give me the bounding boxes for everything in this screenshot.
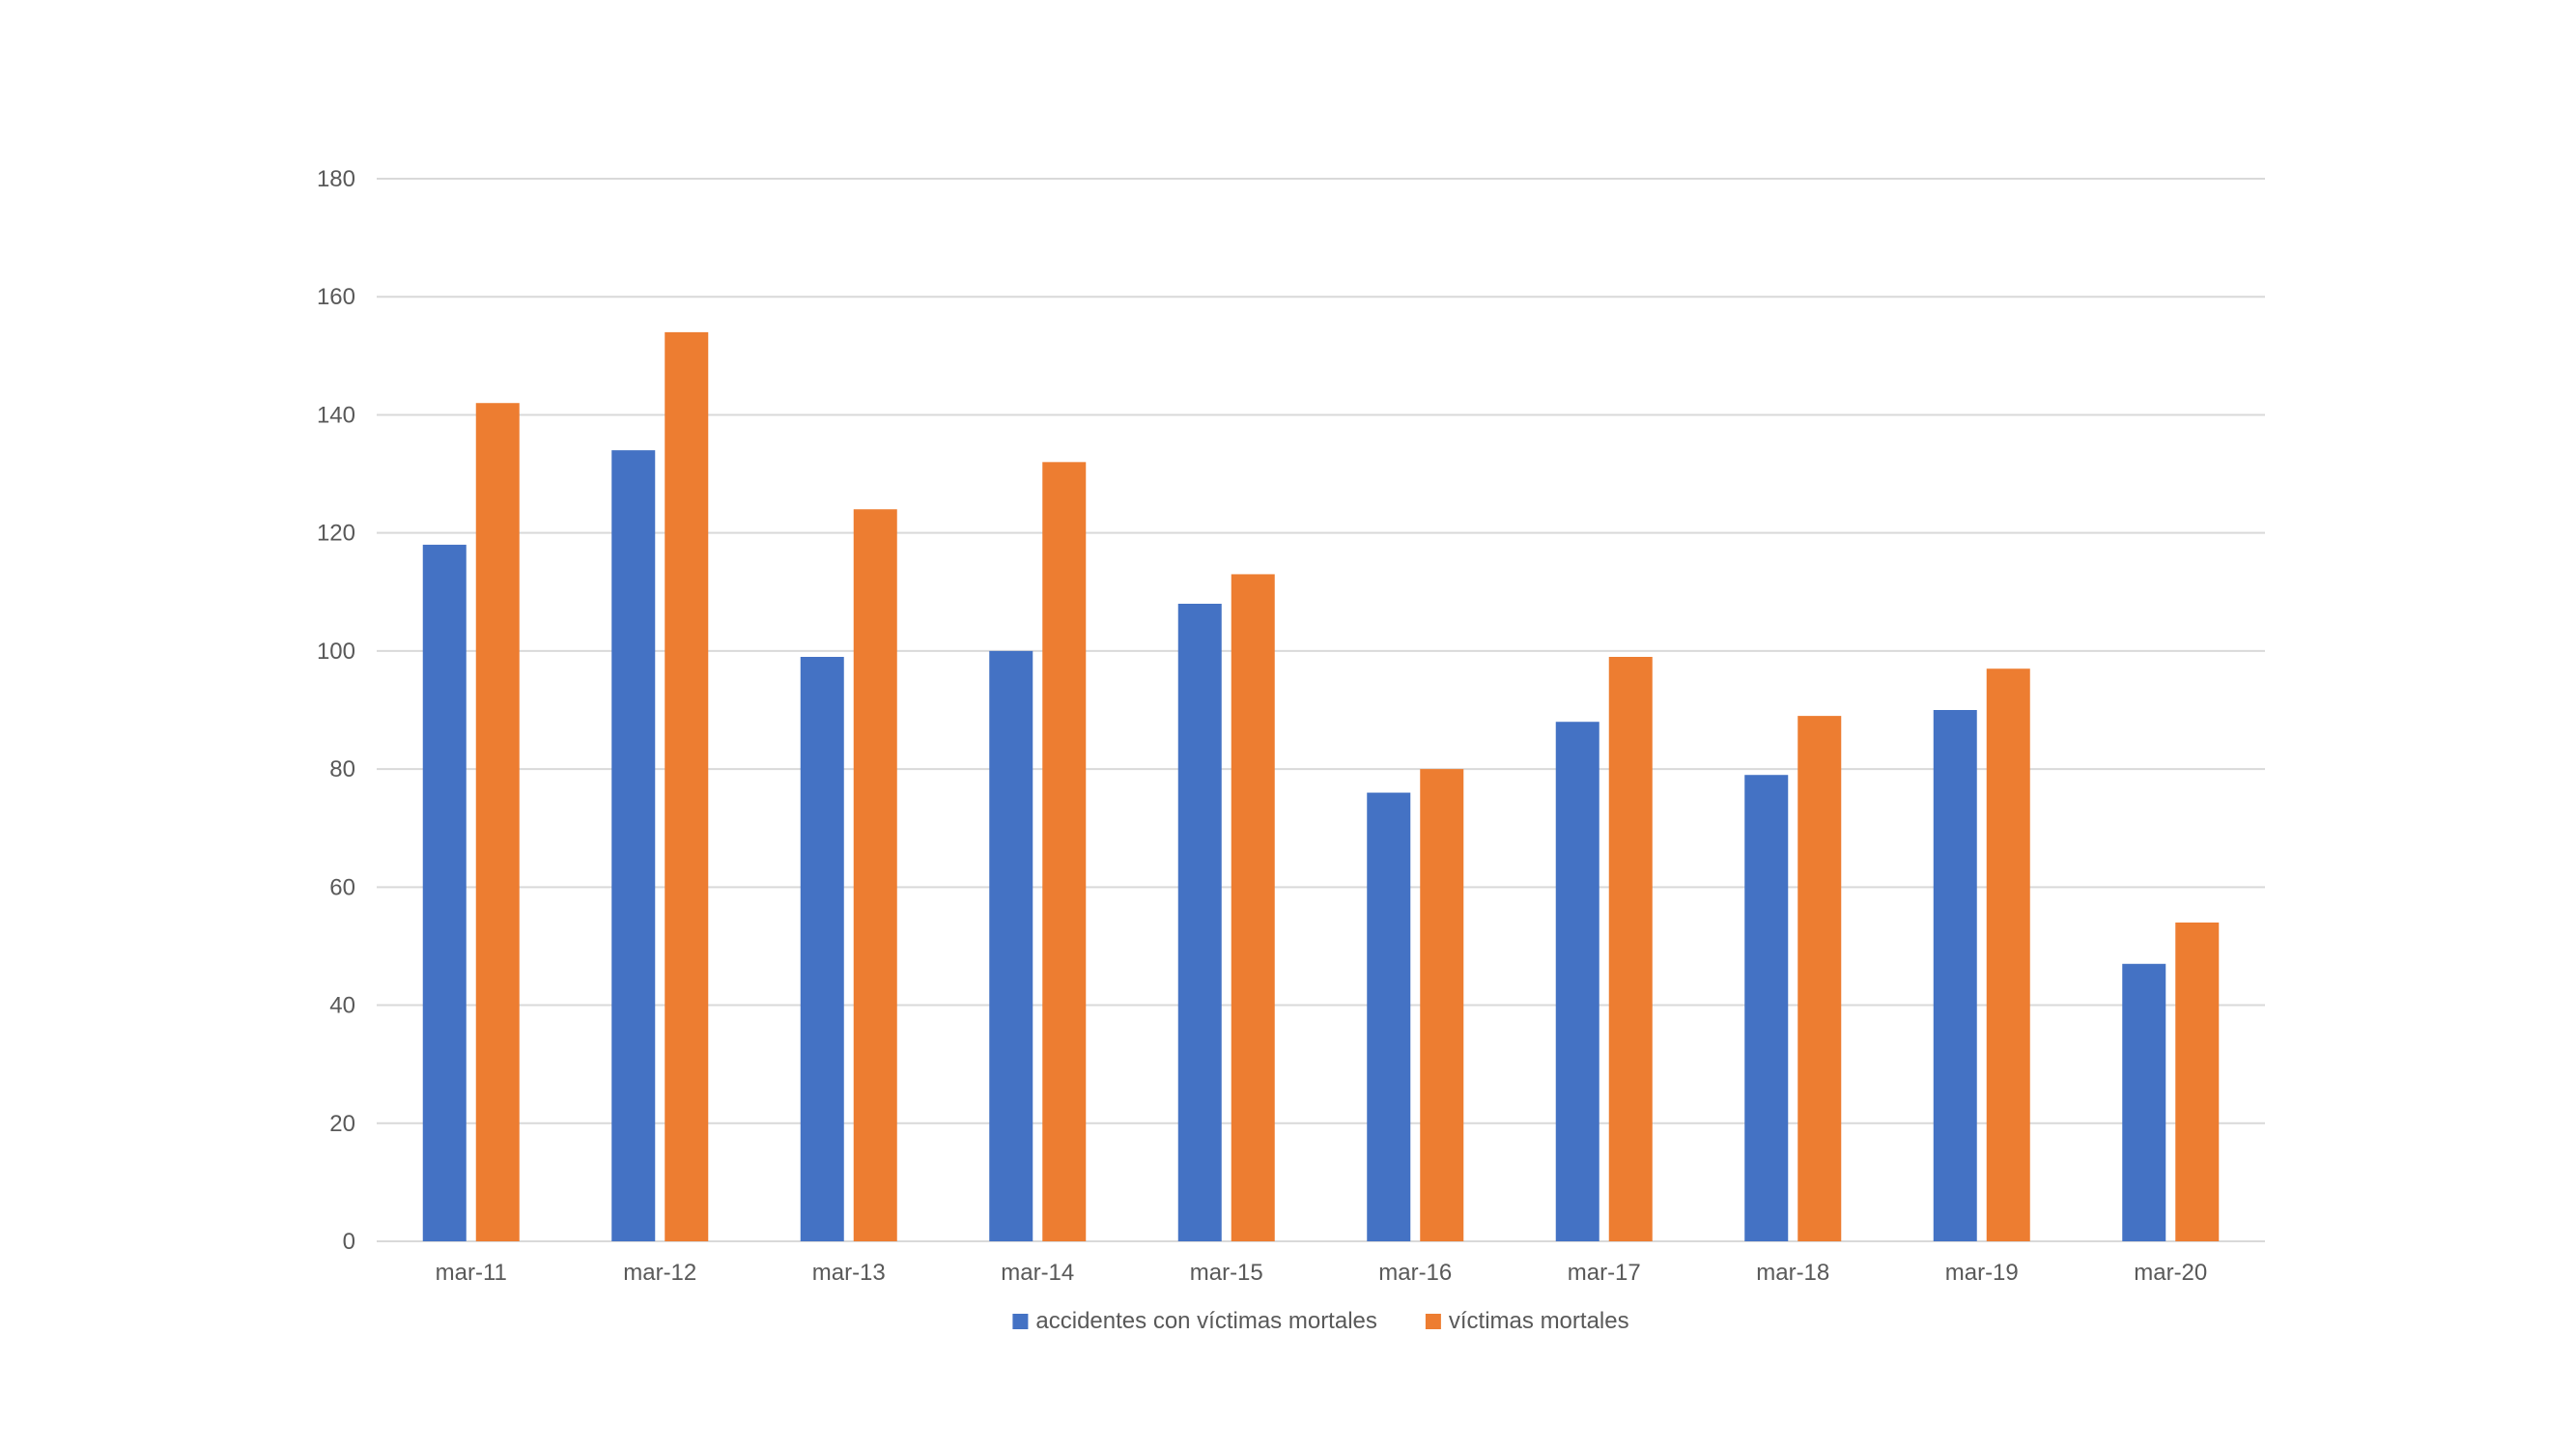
y-tick-label: 120 xyxy=(317,521,355,547)
y-tick-label: 60 xyxy=(329,874,355,900)
y-tick-label: 20 xyxy=(329,1111,355,1137)
gridlines xyxy=(377,178,2265,1242)
y-tick-label: 180 xyxy=(317,166,355,192)
bar-victimas-mar-16 xyxy=(1420,769,1464,1241)
x-tick-label: mar-11 xyxy=(436,1260,507,1286)
bar-victimas-mar-14 xyxy=(1042,462,1087,1241)
x-tick-label: mar-18 xyxy=(1756,1260,1829,1286)
x-axis-ticks: mar-11 mar-12 mar-13 mar-14 mar-15 mar-16 mar-… xyxy=(436,1260,2208,1286)
bar-victimas-mar-19 xyxy=(1986,668,2030,1241)
bars xyxy=(422,331,2220,1242)
bar-victimas-mar-13 xyxy=(853,509,897,1241)
x-tick-label: mar-17 xyxy=(1568,1260,1641,1286)
bar-victimas-mar-12 xyxy=(665,331,709,1241)
bar-accidentes-mar-16 xyxy=(1367,792,1411,1241)
y-tick-label: 40 xyxy=(329,993,355,1019)
legend: accidentes con víctimas mortales víctimas… xyxy=(1012,1308,1629,1334)
y-tick-label: 160 xyxy=(317,284,355,310)
bar-victimas-mar-20 xyxy=(2175,923,2220,1241)
bar-accidentes-mar-13 xyxy=(800,657,844,1241)
legend-label-accidentes: accidentes con víctimas mortales xyxy=(1035,1308,1376,1334)
y-tick-label: 140 xyxy=(317,402,355,428)
bar-accidentes-mar-20 xyxy=(2122,963,2166,1241)
legend-swatch-victimas xyxy=(1425,1314,1441,1329)
y-axis-ticks: 0 20 40 60 80 100 120 140 160 180 xyxy=(317,166,355,1255)
x-tick-label: mar-19 xyxy=(1945,1260,2019,1286)
bar-victimas-mar-15 xyxy=(1231,574,1275,1241)
bar-accidentes-mar-15 xyxy=(1177,604,1222,1241)
bar-accidentes-mar-12 xyxy=(611,450,656,1242)
x-tick-label: mar-16 xyxy=(1378,1260,1452,1286)
bar-accidentes-mar-17 xyxy=(1555,722,1599,1241)
bar-victimas-mar-11 xyxy=(475,403,520,1241)
x-tick-label: mar-15 xyxy=(1190,1260,1263,1286)
x-tick-label: mar-14 xyxy=(1001,1260,1074,1286)
bar-accidentes-mar-14 xyxy=(989,650,1033,1241)
y-tick-label: 0 xyxy=(343,1229,355,1255)
y-tick-label: 100 xyxy=(317,639,355,665)
bar-accidentes-mar-11 xyxy=(422,544,467,1241)
bar-accidentes-mar-18 xyxy=(1744,775,1789,1241)
y-tick-label: 80 xyxy=(329,756,355,782)
x-tick-label: mar-12 xyxy=(623,1260,696,1286)
bar-victimas-mar-17 xyxy=(1608,657,1653,1241)
x-tick-label: mar-13 xyxy=(812,1260,886,1286)
bar-victimas-mar-18 xyxy=(1798,716,1842,1241)
legend-swatch-accidentes xyxy=(1012,1314,1029,1329)
legend-label-victimas: víctimas mortales xyxy=(1449,1308,1629,1334)
bar-accidentes-mar-19 xyxy=(1933,710,1977,1241)
x-tick-label: mar-20 xyxy=(2134,1260,2207,1286)
